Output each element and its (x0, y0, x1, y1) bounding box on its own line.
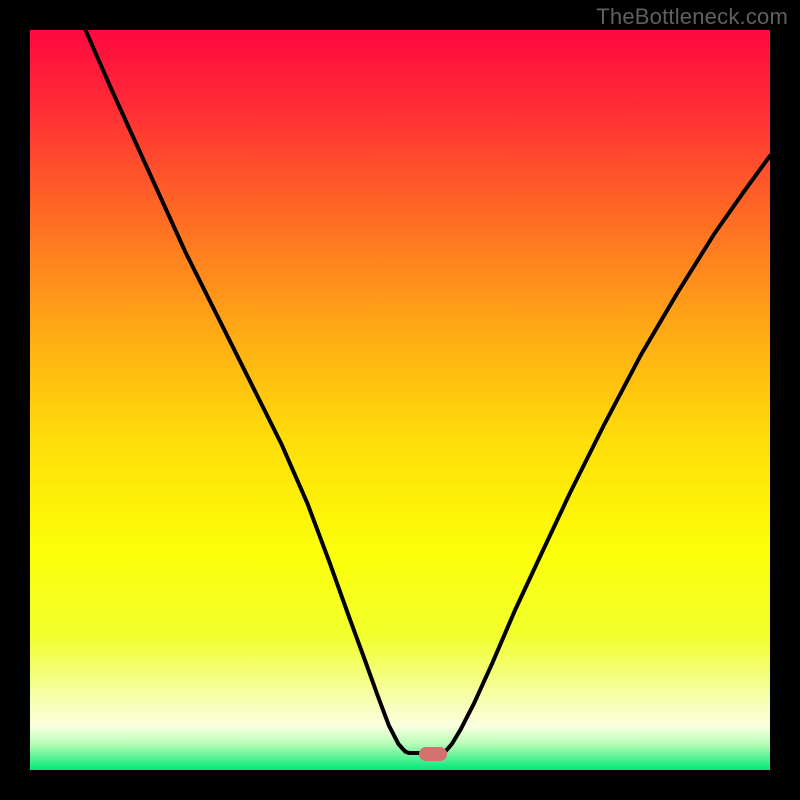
optimum-marker (419, 747, 447, 761)
bottleneck-curve (0, 0, 800, 800)
chart-stage: TheBottleneck.com (0, 0, 800, 800)
